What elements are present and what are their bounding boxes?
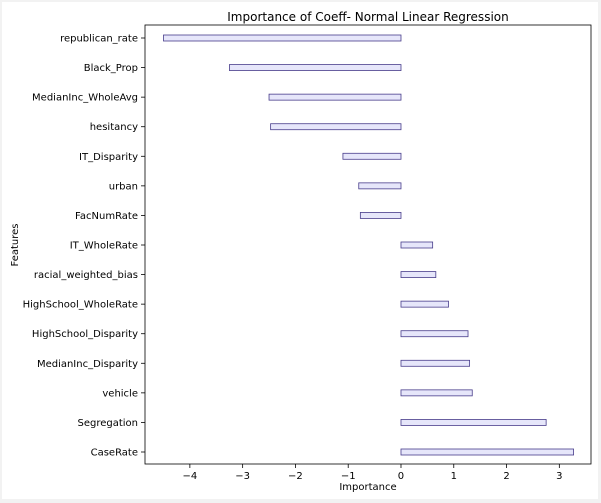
chart-svg: Importance of Coeff- Normal Linear Regre…: [10, 10, 592, 493]
y-tick-label: racial_weighted_bias: [34, 270, 138, 281]
bar-facnumrate: [359, 212, 402, 219]
y-tick-label: MedianInc_Disparity: [37, 359, 138, 370]
x-tick-label: 0: [398, 471, 404, 482]
y-tick-label: IT_Disparity: [79, 152, 138, 163]
bar-vehicle: [400, 389, 473, 397]
y-tick-label: MedianInc_WholeAvg: [32, 93, 138, 104]
chart-figure: Importance of Coeff- Normal Linear Regre…: [2, 2, 598, 499]
bar-highschool-disparity: [400, 330, 469, 338]
x-tick-label: −3: [235, 471, 250, 482]
bar-caserate: [400, 448, 574, 456]
x-tick-label: 3: [556, 471, 562, 482]
x-tick-label: −1: [341, 471, 356, 482]
y-tick-label: urban: [109, 181, 138, 192]
y-tick-label: IT_WholeRate: [70, 241, 138, 252]
bar-republican-rate: [163, 34, 402, 42]
bar-urban: [358, 182, 402, 190]
y-tick-label: republican_rate: [60, 34, 138, 45]
x-axis-label: Importance: [339, 482, 396, 493]
x-tick-label: −2: [288, 471, 303, 482]
y-tick-label: vehicle: [102, 388, 138, 399]
y-axis-label: Features: [10, 224, 21, 267]
chart-title: Importance of Coeff- Normal Linear Regre…: [227, 10, 508, 24]
y-tick-label: hesitancy: [90, 122, 138, 133]
x-axis: −4 −3 −2 −1 0 1 2 3: [182, 464, 563, 482]
bar-black-prop: [229, 64, 402, 71]
x-tick-label: −4: [182, 471, 197, 482]
bar-medianinc-disparity: [400, 359, 471, 367]
y-tick-label: Black_Prop: [84, 63, 138, 74]
x-tick-label: 2: [503, 471, 509, 482]
bar-medianinc-wholeavg: [268, 93, 402, 101]
bar-hesitancy: [270, 123, 402, 131]
y-axis: republican_rate Black_Prop MedianInc_Whole…: [23, 34, 145, 459]
bars-group: [163, 34, 574, 456]
bar-racial-weighted-bias: [400, 271, 437, 278]
x-tick-label: 1: [451, 471, 457, 482]
y-tick-label: HighSchool_Disparity: [32, 329, 138, 340]
y-tick-label: CaseRate: [91, 448, 138, 459]
plot-frame: [144, 24, 592, 465]
y-tick-label: FacNumRate: [75, 211, 138, 222]
bar-segregation: [400, 419, 547, 426]
bar-it-wholerate: [400, 241, 434, 249]
y-tick-label: HighSchool_WholeRate: [23, 300, 138, 311]
bar-it-disparity: [342, 152, 402, 160]
bar-highschool-wholerate: [400, 300, 449, 308]
y-tick-label: Segregation: [77, 418, 138, 429]
